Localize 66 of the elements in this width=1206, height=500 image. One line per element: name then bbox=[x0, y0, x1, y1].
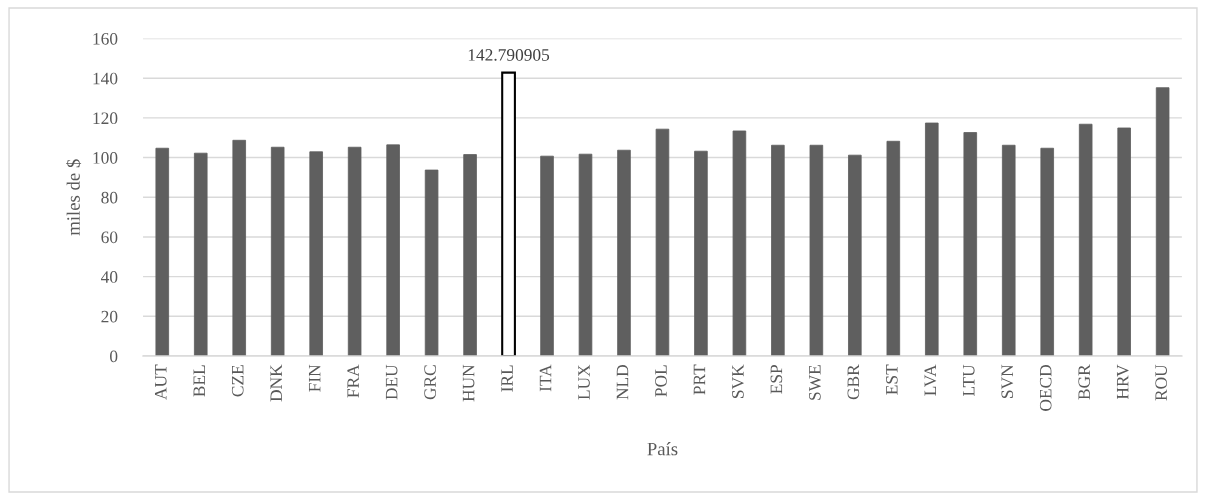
bar bbox=[424, 169, 439, 356]
x-tick-label: SVN bbox=[1001, 364, 1014, 398]
bar bbox=[309, 151, 323, 356]
x-tick-label: DEU bbox=[385, 364, 398, 400]
y-tick-label: 40 bbox=[101, 271, 118, 283]
bar bbox=[347, 146, 362, 356]
y-tick-label: 0 bbox=[110, 350, 118, 363]
x-tick-label: SWE bbox=[809, 365, 821, 400]
x-tick-label: CZE bbox=[231, 365, 244, 397]
x-tick-label: LUX bbox=[578, 364, 590, 400]
y-tick-label: 140 bbox=[93, 72, 118, 85]
x-tick-label: FIN bbox=[308, 364, 321, 392]
bar bbox=[1155, 87, 1170, 356]
y-tick-label: 80 bbox=[101, 191, 118, 204]
bar bbox=[1117, 127, 1131, 356]
bar bbox=[1001, 144, 1016, 356]
x-tick-label: HUN bbox=[462, 364, 475, 402]
bar bbox=[270, 146, 285, 356]
bar bbox=[732, 130, 747, 356]
x-tick-label: SVK bbox=[732, 364, 744, 398]
bar bbox=[848, 154, 862, 356]
x-tick-label: EST bbox=[885, 364, 898, 395]
x-tick-label: AUT bbox=[154, 364, 167, 400]
bar bbox=[501, 71, 516, 356]
bar bbox=[578, 153, 593, 356]
bar bbox=[886, 140, 901, 356]
data-label: 142.790905 bbox=[468, 49, 550, 61]
x-tick-label: LTU bbox=[963, 364, 975, 396]
bar bbox=[809, 144, 824, 356]
x-tick-label: LVA bbox=[924, 364, 937, 396]
bar bbox=[925, 122, 939, 356]
bar bbox=[193, 152, 208, 356]
x-tick-label: IRL bbox=[501, 365, 513, 392]
y-tick-label: 20 bbox=[101, 310, 118, 323]
x-tick-label: BEL bbox=[193, 365, 205, 397]
x-tick-label: BGR bbox=[1078, 364, 1091, 400]
x-tick-label: ROU bbox=[1155, 364, 1167, 401]
bar bbox=[694, 150, 708, 356]
bar bbox=[540, 155, 554, 356]
y-tick-label: 160 bbox=[93, 32, 118, 45]
y-tick-label: 100 bbox=[93, 152, 118, 164]
bar bbox=[617, 149, 631, 356]
y-tick-label: 60 bbox=[101, 231, 118, 244]
bar bbox=[963, 132, 978, 356]
x-tick-label: GBR bbox=[847, 364, 860, 400]
y-axis-title: miles de $ bbox=[66, 159, 82, 236]
bar bbox=[771, 144, 785, 356]
x-tick-label: GRC bbox=[424, 365, 436, 400]
x-tick-label: FRA bbox=[347, 364, 359, 398]
bar bbox=[1040, 147, 1054, 356]
x-tick-label: PRT bbox=[693, 364, 706, 395]
x-tick-label: ESP bbox=[770, 365, 783, 394]
x-tick-label: POL bbox=[655, 365, 667, 397]
bar bbox=[155, 147, 170, 356]
x-axis-title: País bbox=[647, 442, 678, 456]
bar bbox=[386, 144, 400, 356]
bar bbox=[1078, 123, 1093, 356]
x-tick-label: HRV bbox=[1116, 364, 1129, 400]
bar bbox=[655, 128, 670, 356]
bar bbox=[463, 154, 477, 356]
y-tick-label: 120 bbox=[93, 112, 118, 125]
bar bbox=[232, 139, 246, 356]
x-tick-label: NLD bbox=[616, 365, 629, 400]
x-tick-label: ITA bbox=[539, 364, 552, 392]
x-tick-label: OECD bbox=[1039, 365, 1052, 411]
x-tick-label: DNK bbox=[270, 364, 282, 402]
